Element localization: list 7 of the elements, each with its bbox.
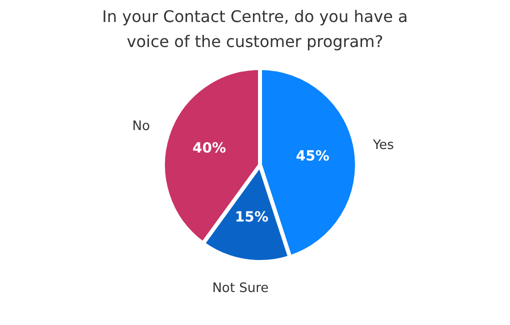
- data-label: 40%: [192, 140, 226, 157]
- data-label: 15%: [234, 210, 268, 226]
- slice-label: Yes: [372, 138, 394, 153]
- slice-label: No: [132, 118, 150, 134]
- chart-title: In your Contact Centre, do you have a voice of the customer program?: [101, 6, 409, 53]
- slice-label: Not Sure: [212, 280, 269, 296]
- data-label: 45%: [296, 148, 330, 165]
